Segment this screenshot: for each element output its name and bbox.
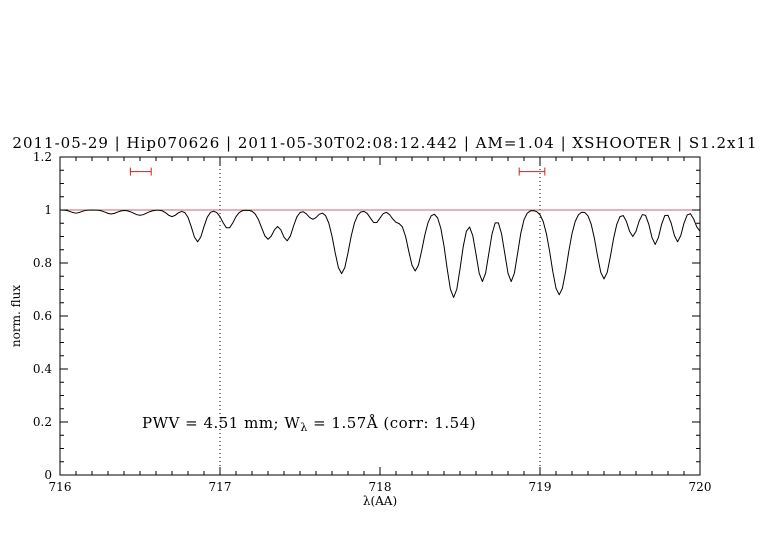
- y-tick-label: 0.8: [33, 256, 52, 270]
- x-tick-label: 720: [689, 480, 712, 494]
- x-axis-label: λ(AA): [363, 494, 397, 508]
- telluric-range-marker: [518, 167, 546, 176]
- y-tick-label: 0: [44, 468, 52, 482]
- pwv-annotation-subscript: λ: [300, 421, 307, 434]
- axes: 716 717 718 719 720 0 0.2 0.4 0.6 0.8 1 1.2: [33, 150, 712, 494]
- y-tick-label: 0.4: [33, 362, 52, 376]
- y-tick-label: 0.6: [33, 309, 52, 323]
- x-tick-label: 717: [209, 480, 232, 494]
- pwv-annotation: PWV = 4.51 mm; Wλ = 1.57Å (corr: 1.54): [142, 414, 476, 434]
- spectrum-line: [59, 209, 701, 298]
- y-tick-label: 0.2: [33, 415, 52, 429]
- plot-title: 2011-05-29 | Hip070626 | 2011-05-30T02:0…: [12, 134, 757, 152]
- telluric-range-marker: [129, 167, 152, 176]
- y-axis-label: norm. flux: [9, 285, 23, 347]
- x-tick-label: 716: [49, 480, 72, 494]
- x-tick-label: 718: [369, 480, 392, 494]
- pwv-annotation-tail: = 1.57Å (corr: 1.54): [308, 414, 476, 432]
- range-markers: [129, 167, 546, 176]
- pwv-annotation-main: PWV = 4.51 mm; W: [142, 414, 300, 432]
- y-tick-label: 1.2: [33, 150, 52, 164]
- x-tick-label: 719: [529, 480, 552, 494]
- spectrum: [59, 209, 701, 298]
- y-tick-label: 1: [44, 203, 52, 217]
